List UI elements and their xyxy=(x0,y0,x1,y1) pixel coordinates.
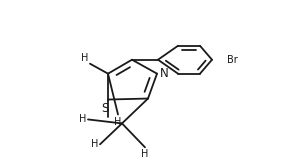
Text: H: H xyxy=(114,117,122,127)
Text: N: N xyxy=(160,67,169,80)
Text: H: H xyxy=(141,149,149,159)
Text: Br: Br xyxy=(227,55,238,65)
Text: S: S xyxy=(101,102,109,115)
Text: H: H xyxy=(91,139,98,149)
Text: H: H xyxy=(81,53,88,63)
Text: H: H xyxy=(79,114,86,124)
